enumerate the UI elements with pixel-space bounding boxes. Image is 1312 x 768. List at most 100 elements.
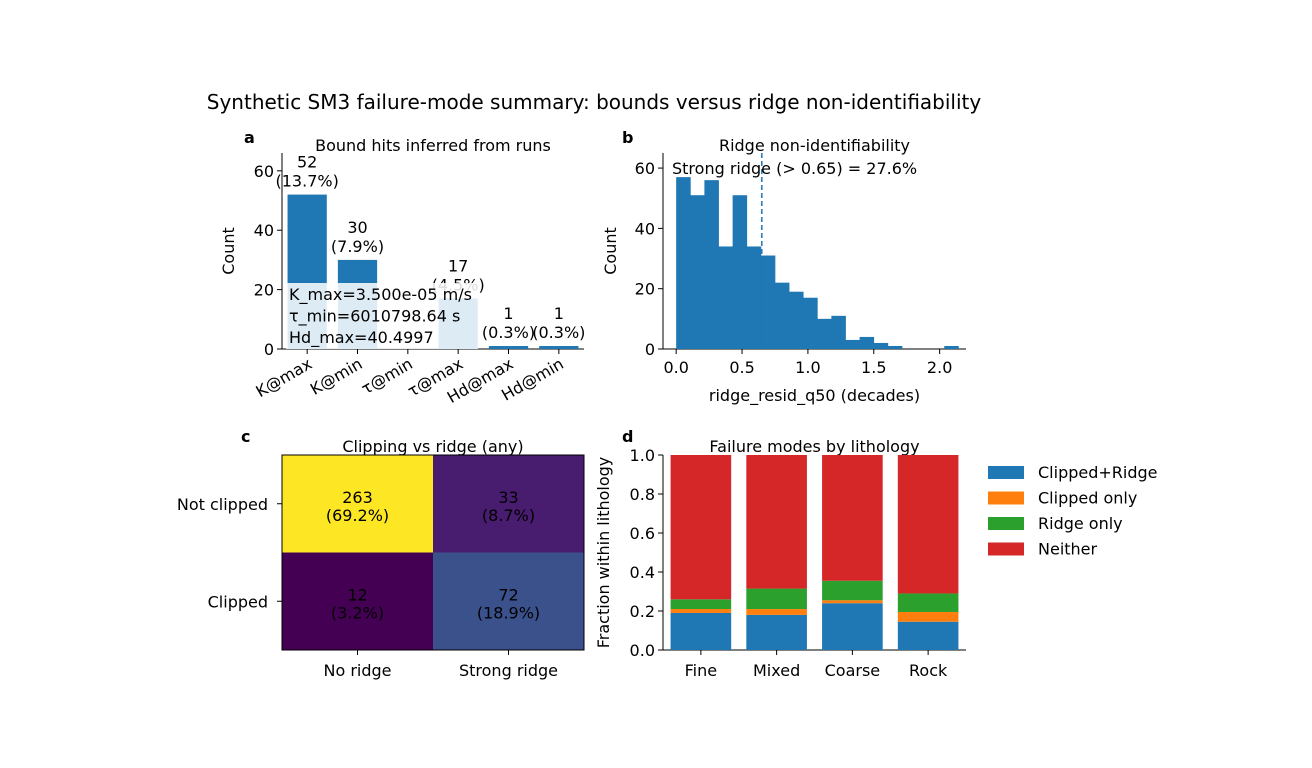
panel-b-letter: b: [622, 128, 633, 147]
panel-b-xtick-label: 0.5: [729, 358, 754, 377]
panel-d-legend-label: Ridge only: [1038, 514, 1123, 533]
panel-b-hist-bar: [831, 315, 846, 349]
panel-d-ytick-label: 0.2: [630, 602, 655, 621]
panel-c-cell-label: 72 (18.9%): [477, 585, 540, 622]
panel-a-ytick-label: 40: [254, 221, 274, 240]
panel-d-bar-segment: [746, 614, 807, 650]
panel-c-col-label: No ridge: [323, 661, 391, 680]
panel-c-row-label: Clipped: [208, 592, 268, 611]
panel-a-xtick-label: τ@min: [358, 354, 416, 398]
panel-d-xtick-label: Fine: [685, 661, 717, 680]
panel-b: 0 20 40 60b Ridge non-identifiability Count 0.…: [601, 128, 966, 406]
panel-d-bar-segment: [670, 609, 732, 613]
panel-d-bar-segment: [670, 599, 732, 610]
panel-d-bar-segment: [897, 455, 959, 594]
panel-a-data-label: 30 (7.9%): [331, 218, 384, 256]
panel-a-data-label: 1 (0.3%): [532, 304, 585, 342]
panel-b-hist-bar: [859, 336, 875, 349]
panel-a: 0 20 40 60 a Bound hits inferred from runs Cou…: [219, 128, 585, 407]
panel-b-threshold-label: Strong ridge (> 0.65) = 27.6%: [672, 159, 917, 178]
panel-b-hist-bar: [676, 177, 691, 349]
panel-b-hist-bar: [718, 246, 734, 349]
panel-c-title: Clipping vs ridge (any): [342, 437, 523, 456]
panel-d-bar-segment: [897, 611, 959, 622]
panel-c-cell: [433, 455, 584, 553]
panel-d-ytick-label: 0.4: [630, 563, 655, 582]
panel-b-hist-bar: [760, 255, 776, 349]
panel-d-letter: d: [622, 427, 633, 446]
panel-d-ytick-label: 0.0: [630, 641, 655, 660]
panel-b-title: Ridge non-identifiability: [719, 136, 910, 155]
panel-a-bar: [539, 346, 579, 349]
panel-d-xtick-label: Rock: [909, 661, 948, 680]
panel-b-xtick-label: 0.0: [663, 358, 688, 377]
panel-a-bar: [488, 346, 529, 349]
panel-d-ytick-label: 1.0: [630, 446, 655, 465]
panel-b-hist-bar: [732, 195, 748, 349]
panel-d-legend-label: Clipped only: [1038, 489, 1137, 508]
panel-d-bar-segment: [670, 455, 732, 600]
panel-a-annotation-line: τ_min=6010798.64 s: [289, 307, 460, 327]
panel-b-hist-bar: [690, 195, 705, 349]
panel-a-annotation-line: Hd_max=40.4997: [289, 328, 434, 348]
panel-d-ytick-label: 0.6: [630, 524, 655, 543]
panel-d-bar-segment: [822, 600, 883, 604]
panel-a-xtick-label: K@min: [307, 354, 366, 399]
panel-d-legend-label: Clipped+Ridge: [1038, 463, 1158, 482]
panel-d-bar-segment: [822, 603, 883, 650]
panel-b-hist-bar: [789, 291, 804, 349]
panel-d-xtick-label: Mixed: [753, 661, 800, 680]
panel-c-letter: c: [241, 427, 250, 446]
panel-d-bar-segment: [822, 580, 883, 601]
panel-a-annotation-line: K_max=3.500e-05 m/s: [289, 285, 472, 305]
panel-c-cell: [282, 552, 433, 650]
panel-b-xtick-label: 1.0: [795, 358, 820, 377]
panel-d: d Failure modes by lithology Fraction with…: [594, 427, 1158, 680]
panel-c-cell-label: 33 (8.7%): [482, 488, 535, 525]
panel-c-frame: [281, 454, 585, 651]
panel-d-bar-segment: [897, 621, 959, 650]
panel-c-cell: [433, 552, 584, 650]
panel-b-hist-bar: [704, 180, 719, 349]
panel-c: c Clipping vs ridge (any) 263 (69.2%) 33 (8.7…: [177, 427, 585, 680]
panel-d-legend-swatch: [988, 466, 1024, 479]
panel-a-data-label: 1 (0.3%): [482, 304, 535, 342]
panel-d-ytick-label: 0.8: [630, 485, 655, 504]
panel-c-cell-label: 12 (3.2%): [331, 585, 384, 622]
panel-b-hist-bar: [887, 345, 903, 349]
panel-d-legend-label: Neither: [1038, 540, 1098, 559]
panel-a-ytick-label: 0: [264, 340, 274, 359]
panel-d-y-label: Fraction within lithology: [594, 457, 613, 649]
panel-a-y-label: Count: [219, 227, 238, 275]
panel-d-bar-segment: [746, 588, 807, 610]
panel-b-hist-bar: [817, 318, 832, 349]
panel-b-ytick-label: 20: [635, 280, 655, 299]
panel-d-bar-segment: [746, 609, 807, 615]
panel-d-legend-swatch: [988, 517, 1024, 530]
panel-a-ytick-label: 60: [254, 162, 274, 181]
panel-b-hist-bar: [774, 282, 790, 349]
panel-a-ytick-label: 20: [254, 281, 274, 300]
panel-a-letter: a: [244, 128, 255, 147]
panel-d-bar-segment: [822, 455, 883, 581]
panel-d-bar-segment: [746, 455, 807, 589]
panel-b-ytick-label: 60: [635, 159, 655, 178]
panel-c-col-label: Strong ridge: [459, 661, 558, 680]
panel-d-xtick-label: Coarse: [825, 661, 881, 680]
panel-c-cell-label: 263 (69.2%): [326, 488, 389, 525]
panel-b-hist-bar: [873, 342, 889, 349]
panel-d-bar-segment: [670, 612, 732, 650]
panel-b-y-label: Count: [601, 227, 620, 275]
panel-b-ytick-label: 0: [645, 340, 655, 359]
panel-d-legend-swatch: [988, 542, 1024, 556]
panel-a-annotation-box: [286, 283, 478, 349]
panel-b-hist-bar: [746, 246, 762, 349]
panel-a-xtick-label: K@max: [253, 354, 316, 401]
panel-a-title: Bound hits inferred from runs: [315, 136, 551, 155]
panel-c-cell: [282, 455, 433, 553]
panel-b-xtick-label: 2.0: [927, 358, 952, 377]
panel-b-ytick-label: 40: [635, 219, 655, 238]
panel-d-legend-swatch: [988, 491, 1024, 505]
panel-b-x-label: ridge_resid_q50 (decades): [709, 386, 920, 406]
